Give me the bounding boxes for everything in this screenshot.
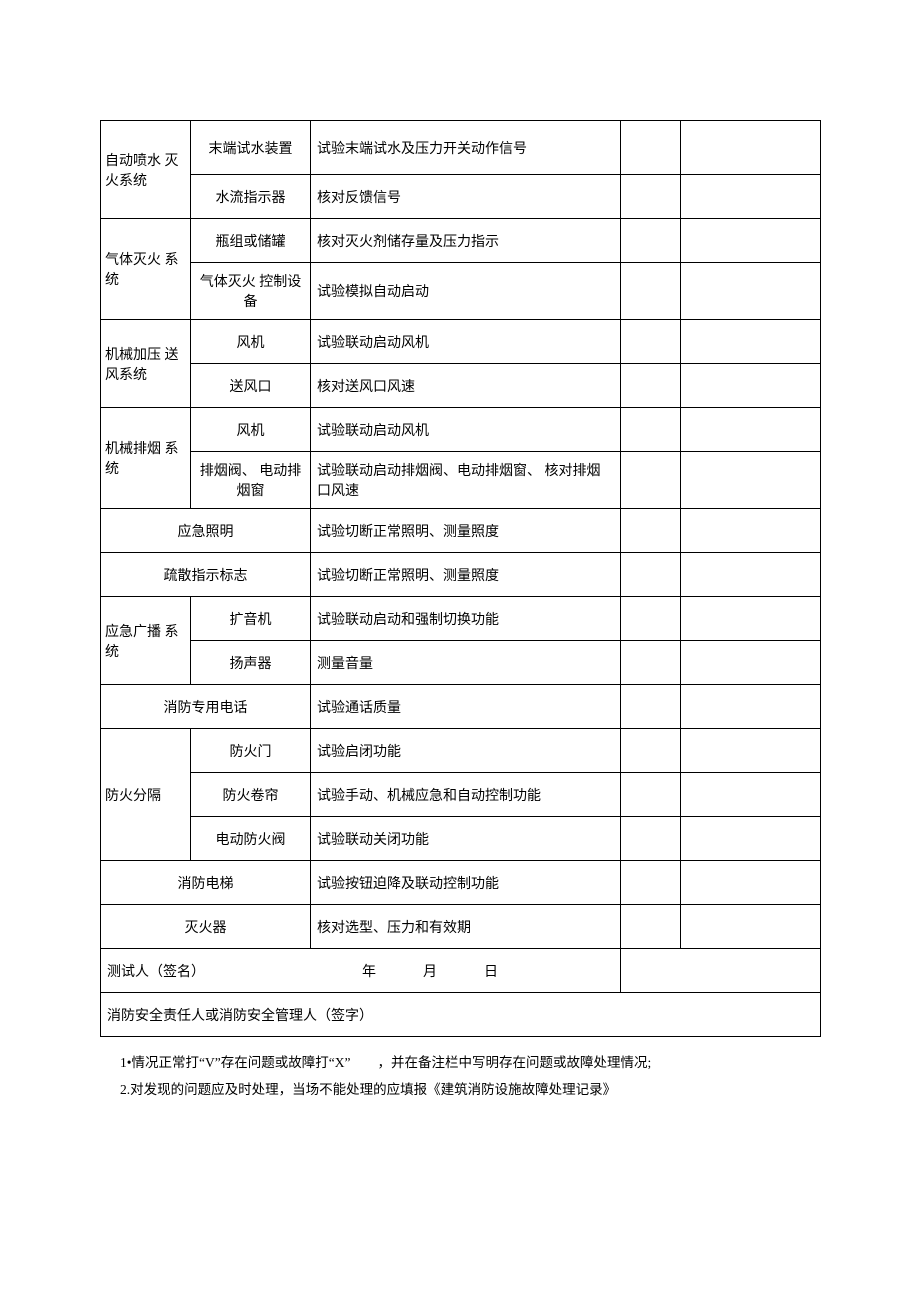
component-cell: 防火门: [191, 729, 311, 773]
remark-cell[interactable]: [681, 364, 821, 408]
month-label: 月: [423, 961, 437, 981]
component-cell: 电动防火阀: [191, 817, 311, 861]
remark-cell[interactable]: [681, 905, 821, 949]
component-cell: 风机: [191, 408, 311, 452]
remark-cell[interactable]: [681, 729, 821, 773]
check-cell: 试验切断正常照明、测量照度: [311, 509, 621, 553]
tester-sign-blank[interactable]: [621, 949, 821, 993]
check-cell: 测量音量: [311, 641, 621, 685]
component-cell: 气体灭火 控制设备: [191, 263, 311, 320]
system-cell: 气体灭火 系统: [101, 219, 191, 320]
result-cell[interactable]: [621, 685, 681, 729]
manager-label: 消防安全责任人或消防安全管理人（签字）: [107, 1009, 373, 1024]
result-cell[interactable]: [621, 817, 681, 861]
component-cell: 扬声器: [191, 641, 311, 685]
remark-cell[interactable]: [681, 597, 821, 641]
remark-cell[interactable]: [681, 263, 821, 320]
check-cell: 试验联动启动风机: [311, 320, 621, 364]
note-2: 2.对发现的问题应及时处理，当场不能处理的应填报《建筑消防设施故障处理记录》: [120, 1076, 820, 1103]
component-cell: 扩音机: [191, 597, 311, 641]
result-cell[interactable]: [621, 729, 681, 773]
remark-cell[interactable]: [681, 509, 821, 553]
year-label: 年: [362, 961, 376, 981]
remark-cell[interactable]: [681, 219, 821, 263]
check-cell: 试验联动启动和强制切换功能: [311, 597, 621, 641]
system-merged-cell: 疏散指示标志: [101, 553, 311, 597]
inspection-table: 自动喷水 灭火系统 末端试水装置 试验末端试水及压力开关动作信号 水流指示器 核…: [100, 120, 821, 1037]
note-1: 1•情况正常打“V”存在问题或故障打“X” ，并在备注栏中写明存在问题或故障处理…: [120, 1049, 820, 1076]
result-cell[interactable]: [621, 219, 681, 263]
check-cell: 试验按钮迫降及联动控制功能: [311, 861, 621, 905]
component-cell: 风机: [191, 320, 311, 364]
result-cell[interactable]: [621, 263, 681, 320]
result-cell[interactable]: [621, 641, 681, 685]
system-merged-cell: 消防电梯: [101, 861, 311, 905]
system-cell: 防火分隔: [101, 729, 191, 861]
remark-cell[interactable]: [681, 685, 821, 729]
component-cell: 瓶组或储罐: [191, 219, 311, 263]
remark-cell[interactable]: [681, 553, 821, 597]
check-cell: 试验手动、机械应急和自动控制功能: [311, 773, 621, 817]
system-cell: 机械排烟 系统: [101, 408, 191, 509]
component-cell: 水流指示器: [191, 175, 311, 219]
check-cell: 核对选型、压力和有效期: [311, 905, 621, 949]
check-cell: 核对反馈信号: [311, 175, 621, 219]
system-merged-cell: 消防专用电话: [101, 685, 311, 729]
result-cell[interactable]: [621, 861, 681, 905]
result-cell[interactable]: [621, 364, 681, 408]
check-cell: 试验切断正常照明、测量照度: [311, 553, 621, 597]
system-merged-cell: 应急照明: [101, 509, 311, 553]
system-cell: 机械加压 送风系统: [101, 320, 191, 408]
result-cell[interactable]: [621, 597, 681, 641]
system-cell: 应急广播 系统: [101, 597, 191, 685]
result-cell[interactable]: [621, 452, 681, 509]
result-cell[interactable]: [621, 175, 681, 219]
check-cell: 试验联动关闭功能: [311, 817, 621, 861]
remark-cell[interactable]: [681, 861, 821, 905]
check-cell: 核对灭火剂储存量及压力指示: [311, 219, 621, 263]
system-merged-cell: 灭火器: [101, 905, 311, 949]
result-cell[interactable]: [621, 408, 681, 452]
result-cell[interactable]: [621, 553, 681, 597]
remark-cell[interactable]: [681, 408, 821, 452]
check-cell: 试验联动启动排烟阀、电动排烟窗、 核对排烟口风速: [311, 452, 621, 509]
check-cell: 试验通话质量: [311, 685, 621, 729]
day-label: 日: [484, 961, 498, 981]
remark-cell[interactable]: [681, 817, 821, 861]
result-cell[interactable]: [621, 905, 681, 949]
remark-cell[interactable]: [681, 320, 821, 364]
result-cell[interactable]: [621, 320, 681, 364]
system-cell: 自动喷水 灭火系统: [101, 121, 191, 219]
remark-cell[interactable]: [681, 773, 821, 817]
result-cell[interactable]: [621, 773, 681, 817]
remark-cell[interactable]: [681, 175, 821, 219]
check-cell: 试验联动启动风机: [311, 408, 621, 452]
result-cell[interactable]: [621, 509, 681, 553]
tester-label: 测试人（签名）: [107, 961, 205, 981]
remark-cell[interactable]: [681, 121, 821, 175]
component-cell: 排烟阀、 电动排烟窗: [191, 452, 311, 509]
component-cell: 末端试水装置: [191, 121, 311, 175]
remark-cell[interactable]: [681, 452, 821, 509]
check-cell: 试验模拟自动启动: [311, 263, 621, 320]
notes-section: 1•情况正常打“V”存在问题或故障打“X” ，并在备注栏中写明存在问题或故障处理…: [100, 1049, 820, 1103]
tester-sign-cell[interactable]: 测试人（签名） 年 月 日: [101, 949, 621, 993]
check-cell: 试验启闭功能: [311, 729, 621, 773]
check-cell: 试验末端试水及压力开关动作信号: [311, 121, 621, 175]
component-cell: 送风口: [191, 364, 311, 408]
result-cell[interactable]: [621, 121, 681, 175]
manager-sign-cell[interactable]: 消防安全责任人或消防安全管理人（签字）: [101, 993, 821, 1037]
component-cell: 防火卷帘: [191, 773, 311, 817]
remark-cell[interactable]: [681, 641, 821, 685]
check-cell: 核对送风口风速: [311, 364, 621, 408]
